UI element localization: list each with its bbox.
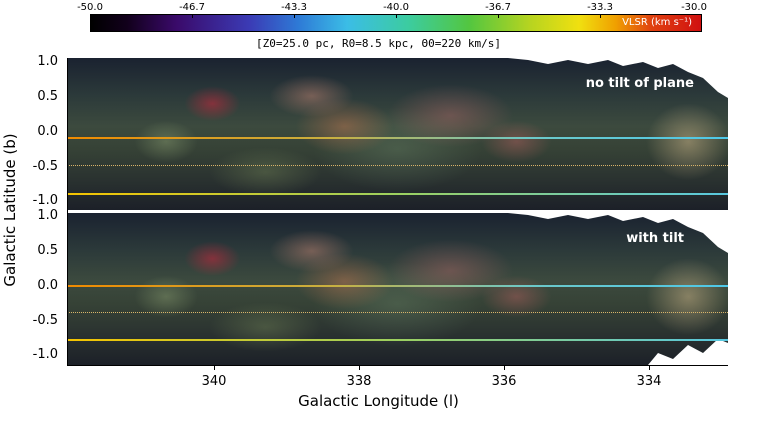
- lower-line: [67, 193, 728, 195]
- x-tickmark: [359, 365, 360, 370]
- y-tick-label: 0.0: [37, 278, 58, 293]
- x-tickmark: [214, 365, 215, 370]
- plane-line-dotted: [67, 312, 728, 313]
- colorbar-tickmark: [294, 14, 295, 18]
- colorbar-tickmark: [192, 14, 193, 18]
- y-tick-label: 1.0: [37, 208, 58, 223]
- y-tick-label: -1.0: [32, 193, 58, 208]
- colorbar-label: VLSR (km s⁻¹): [622, 17, 692, 28]
- x-axis-line: [67, 365, 728, 366]
- x-axis-label: Galactic Longitude (l): [298, 392, 459, 410]
- colorbar-tick: -36.7: [485, 2, 511, 13]
- colorbar-tick: -46.7: [179, 2, 205, 13]
- panel-label: with tilt: [626, 231, 684, 246]
- y-tick-label: 1.0: [37, 54, 58, 69]
- lower-line: [67, 339, 728, 341]
- colorbar-tick: -33.3: [587, 2, 613, 13]
- panel-with-tilt: with tilt: [67, 213, 728, 365]
- colorbar-tick: -43.3: [281, 2, 307, 13]
- y-tick-label: 0.0: [37, 124, 58, 139]
- panel-no-tilt: no tilt of plane: [67, 58, 728, 210]
- colorbar: -50.0 -46.7 -43.3 -40.0 -36.7 -33.3 -30.…: [77, 0, 707, 33]
- y-axis-line: [67, 58, 68, 365]
- x-tick-label: 340: [201, 374, 227, 389]
- colorbar-tick: -50.0: [77, 2, 103, 13]
- x-tickmark: [649, 365, 650, 370]
- colorbar-tickmark: [600, 14, 601, 18]
- colorbar-tick: -30.0: [681, 2, 707, 13]
- x-tick-label: 338: [346, 374, 372, 389]
- y-axis-label: Galactic Latitude (b): [1, 133, 19, 287]
- colorbar-tickmark: [498, 14, 499, 18]
- y-tick-label: -0.5: [32, 159, 58, 174]
- x-tickmark: [504, 365, 505, 370]
- y-tick-label: 0.5: [37, 89, 58, 104]
- colorbar-tick: -40.0: [383, 2, 409, 13]
- plane-line-dotted: [67, 165, 728, 166]
- y-tick-label: -1.0: [32, 347, 58, 362]
- y-tick-label: -0.5: [32, 313, 58, 328]
- panel-label: no tilt of plane: [585, 76, 694, 91]
- model-parameters: [Z0=25.0 pc, R0=8.5 kpc, Θ0=220 km/s]: [255, 37, 502, 50]
- plane-line: [67, 137, 728, 139]
- plane-line: [67, 285, 728, 287]
- x-tick-label: 336: [491, 374, 517, 389]
- colorbar-tickmark: [396, 14, 397, 18]
- y-tick-label: 0.5: [37, 243, 58, 258]
- x-tick-label: 334: [636, 374, 662, 389]
